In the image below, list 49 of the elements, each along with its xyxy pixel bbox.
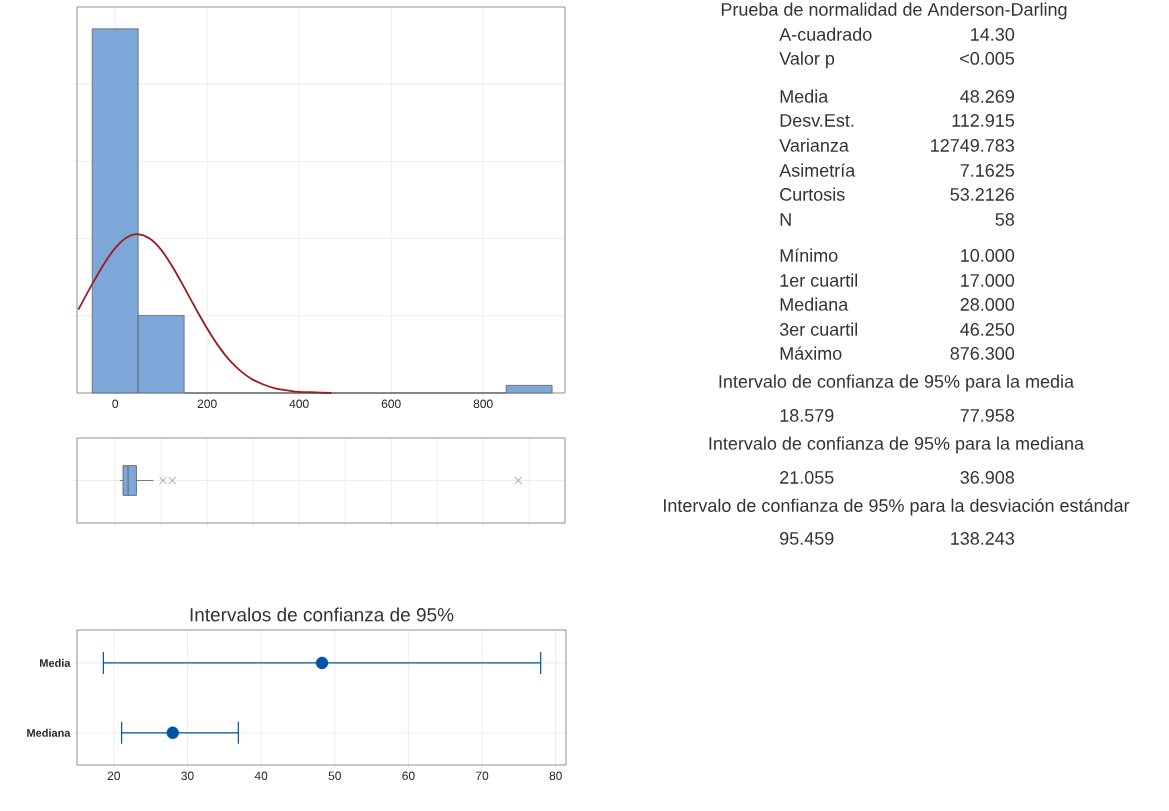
- text: Asimetría: [779, 163, 856, 177]
- text: 10.000: [961, 249, 1015, 262]
- text: 17.000: [961, 274, 1015, 287]
- text: 18.579: [780, 409, 834, 422]
- text: 77.958: [960, 409, 1015, 422]
- text: <0.005: [960, 52, 1015, 65]
- text: Mediana: [780, 297, 849, 311]
- text: A-cuadrado: [779, 27, 872, 41]
- text: Media: [780, 89, 829, 103]
- x-tick-label: 40: [254, 771, 268, 781]
- text: Intervalo de confianza de 95% para la mediana: [709, 436, 1085, 454]
- text: 3er cuartil: [779, 322, 858, 336]
- text: Máximo: [780, 346, 842, 360]
- text: Desv.Est.: [780, 114, 854, 127]
- text: 36.908: [960, 471, 1015, 484]
- x-tick-label: 50: [328, 771, 341, 781]
- x-tick-label: 70: [475, 771, 489, 781]
- text: Valor p: [779, 51, 835, 69]
- text: Intervalo de confianza de 95% para la desviación estándar: [664, 498, 1130, 516]
- text: Mínimo: [780, 248, 838, 262]
- x-tick-label: 800: [473, 399, 493, 409]
- text: 53.2126: [950, 188, 1015, 201]
- x-tick-label: 60: [402, 771, 415, 781]
- x-tick-label: 30: [181, 771, 194, 781]
- text: 14.30: [971, 28, 1015, 41]
- text: 876.300: [950, 347, 1015, 360]
- text: 112.915: [952, 114, 1015, 127]
- text: 95.459: [780, 532, 834, 545]
- text: Varianza: [779, 138, 849, 152]
- text: Intervalo de confianza de 95% para la media: [719, 374, 1075, 392]
- text: Curtosis: [780, 187, 845, 201]
- x-tick-label: 400: [289, 399, 309, 409]
- x-tick-label: 200: [197, 399, 217, 409]
- text: 21.055: [780, 471, 834, 484]
- x-tick-label: 20: [107, 771, 121, 781]
- text: 46.250: [960, 323, 1015, 336]
- text: 58: [995, 213, 1015, 226]
- text: 48.269: [960, 90, 1014, 103]
- chart-title: Intervalos de confianza de 95%: [190, 607, 454, 622]
- x-tick-label: 600: [381, 399, 401, 409]
- text: 138.243: [951, 532, 1015, 545]
- text: 1er cuartil: [780, 273, 858, 287]
- x-tick-label: 80: [549, 771, 562, 781]
- text: Prueba de normalidad de Anderson-Darling: [721, 2, 1067, 20]
- x-tick-label: 0: [112, 399, 119, 409]
- text: 7.1625: [960, 164, 1015, 177]
- text: 28.000: [960, 298, 1015, 311]
- text: N: [780, 213, 791, 226]
- text: 12749.783: [931, 139, 1015, 152]
